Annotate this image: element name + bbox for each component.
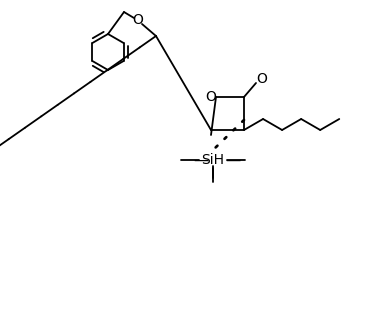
Text: O: O	[132, 13, 144, 27]
Text: O: O	[206, 90, 216, 104]
Text: —: —	[225, 152, 241, 167]
Text: O: O	[257, 72, 267, 86]
Text: —: —	[193, 152, 209, 167]
Text: SiH: SiH	[201, 153, 225, 167]
